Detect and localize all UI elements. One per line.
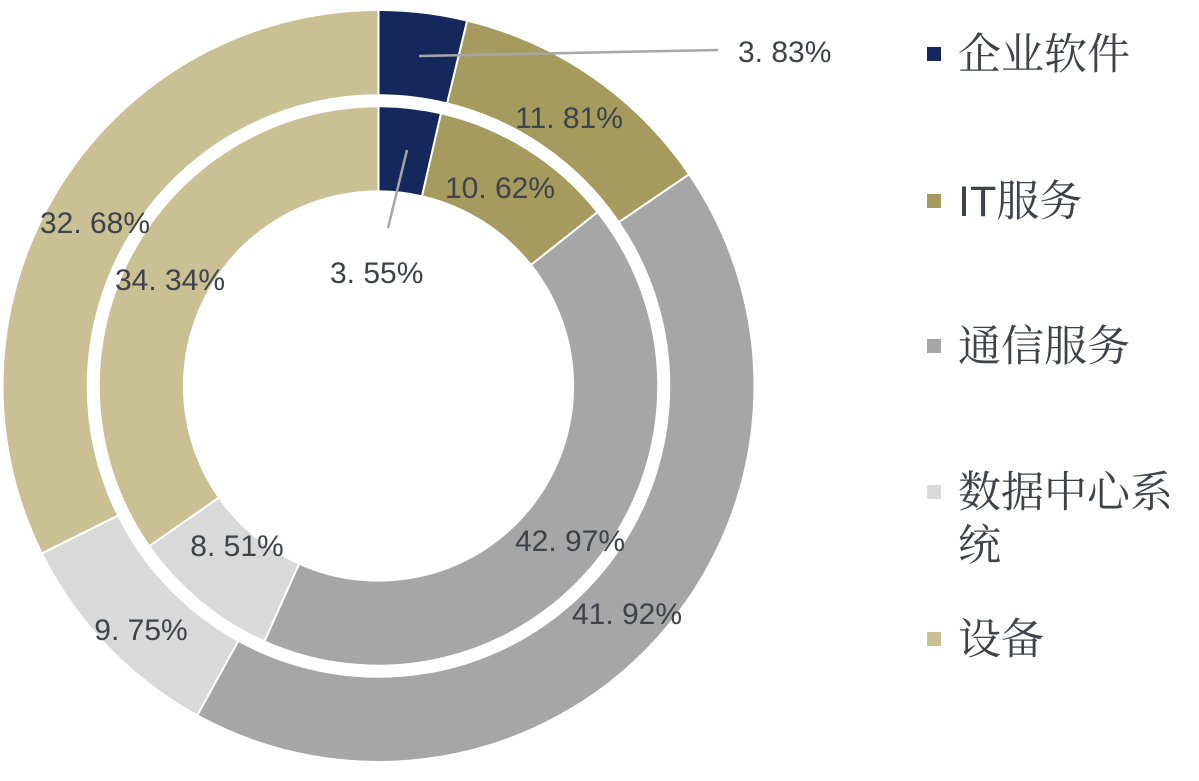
svg-text:11. 81%: 11. 81% (515, 102, 623, 135)
svg-text:34. 34%: 34. 34% (115, 264, 225, 297)
svg-text:10. 62%: 10. 62% (445, 172, 555, 205)
svg-text:41. 92%: 41. 92% (572, 598, 682, 631)
svg-text:8. 51%: 8. 51% (190, 530, 283, 563)
svg-text:32. 68%: 32. 68% (40, 207, 150, 240)
svg-text:3. 55%: 3. 55% (330, 257, 423, 290)
svg-text:42. 97%: 42. 97% (515, 525, 625, 558)
svg-text:3. 83%: 3. 83% (738, 36, 831, 69)
svg-text:9. 75%: 9. 75% (94, 614, 187, 647)
